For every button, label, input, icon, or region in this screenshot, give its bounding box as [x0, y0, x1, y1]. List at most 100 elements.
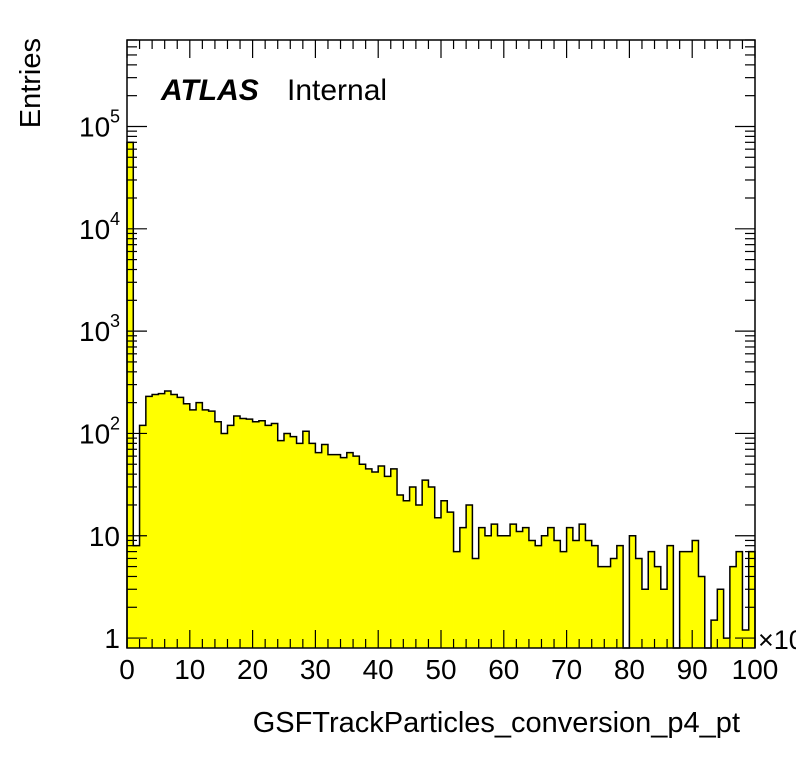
y-axis-label: Entries	[15, 38, 47, 128]
x-tick-label: 30	[300, 654, 331, 685]
histogram-bar	[604, 566, 611, 648]
histogram-bar	[422, 480, 429, 648]
histogram-bar	[284, 433, 291, 648]
histogram-bar	[258, 420, 266, 648]
histogram-bar	[572, 540, 580, 648]
histogram-bar	[271, 423, 279, 648]
histogram-bar	[610, 558, 618, 648]
histogram-bar	[415, 504, 423, 648]
histogram-bar	[434, 517, 442, 648]
histogram-bar	[390, 468, 398, 648]
histogram-bar	[516, 531, 524, 648]
histogram-bar	[560, 551, 567, 648]
histogram-bar	[403, 500, 410, 648]
histogram-bar	[334, 454, 341, 648]
histogram-bar	[252, 421, 260, 648]
axis-ticks	[126, 39, 756, 648]
histogram-bar	[183, 403, 191, 648]
y-tick-exponent: 4	[110, 209, 120, 229]
histogram-bar	[133, 545, 140, 648]
histogram-bar	[554, 540, 561, 648]
x-tick-label: 100	[732, 654, 779, 685]
histogram-bar	[528, 540, 536, 648]
histogram-bar	[660, 589, 668, 648]
histogram-bar	[164, 390, 172, 648]
histogram-bar	[202, 409, 210, 648]
histogram-bar	[265, 425, 272, 648]
x-tick-label: 50	[425, 654, 456, 685]
x-tick-label: 70	[551, 654, 582, 685]
histogram-bar	[635, 558, 643, 648]
histogram-bar	[441, 500, 448, 648]
x-tick-label: 0	[119, 654, 135, 685]
histogram-bar	[535, 545, 542, 648]
histogram-bar	[616, 545, 624, 648]
histogram-bar	[315, 452, 323, 648]
histogram-bar	[453, 551, 461, 648]
histogram-bar	[466, 504, 473, 648]
histogram-bar	[484, 535, 492, 648]
histogram-bar	[309, 443, 316, 648]
histogram-bar	[641, 589, 649, 648]
histogram-bar	[503, 535, 511, 648]
histogram-bar	[742, 629, 750, 648]
x-axis-multiplier: ×10	[758, 625, 796, 655]
histogram-bar	[547, 527, 555, 648]
histogram-bar	[397, 495, 404, 648]
y-tick-label: 1	[104, 623, 120, 654]
histogram-bar	[591, 545, 599, 648]
histogram-bar	[340, 457, 348, 648]
atlas-sublabel: Internal	[287, 74, 387, 107]
histogram-bar	[152, 394, 159, 648]
x-axis-label: GSFTrackParticles_conversion_p4_pt	[253, 707, 740, 739]
histogram-outline	[126, 141, 756, 649]
y-tick-exponent: 2	[110, 413, 120, 433]
atlas-label: ATLAS	[160, 74, 259, 107]
histogram-bar	[510, 524, 517, 648]
y-tick-label: 10	[79, 418, 110, 449]
y-tick-label: 10	[79, 214, 110, 245]
histogram-bar	[698, 576, 706, 648]
histogram-bar	[346, 452, 354, 648]
y-tick-exponent: 3	[110, 311, 120, 331]
histogram-bar	[214, 421, 222, 648]
histogram-bar	[127, 142, 134, 648]
histogram-bar	[585, 540, 593, 648]
histogram-bar	[227, 425, 235, 648]
histogram-bar	[296, 443, 304, 648]
histogram-bar	[654, 566, 662, 648]
histogram-bar	[277, 440, 285, 648]
histogram-bar	[145, 396, 153, 648]
histogram-bars	[127, 142, 756, 648]
histogram-bar	[748, 551, 756, 648]
histogram-bar	[711, 620, 718, 648]
x-tick-label: 80	[614, 654, 645, 685]
histogram-bar	[491, 524, 498, 648]
histogram-bar	[409, 486, 417, 648]
histogram-bar	[189, 409, 197, 648]
histogram-bar	[371, 471, 379, 648]
histogram-bar	[233, 416, 241, 648]
histogram-bar	[221, 433, 228, 648]
histogram-bar	[365, 468, 373, 648]
histogram-bar	[497, 535, 505, 648]
histogram-bar	[667, 545, 674, 648]
x-tick-labels: 0 10 20 30 40 50 60 70 80 90 100	[119, 654, 778, 685]
histogram-bar	[459, 527, 467, 648]
histogram-bar	[692, 540, 699, 648]
histogram-bar	[139, 425, 147, 648]
histogram-bar	[208, 411, 216, 648]
histogram-bar	[327, 454, 335, 648]
histogram-bar	[566, 527, 574, 648]
x-tick-label: 90	[677, 654, 708, 685]
histogram-bar	[541, 535, 549, 648]
histogram-bar	[240, 418, 247, 648]
histogram-bar	[359, 464, 367, 648]
histogram-bar	[598, 566, 605, 648]
histogram-bar	[736, 551, 743, 648]
x-tick-label: 40	[363, 654, 394, 685]
histogram-bar	[158, 393, 166, 648]
histogram-bar	[522, 527, 530, 648]
y-tick-label: 10	[79, 111, 110, 142]
